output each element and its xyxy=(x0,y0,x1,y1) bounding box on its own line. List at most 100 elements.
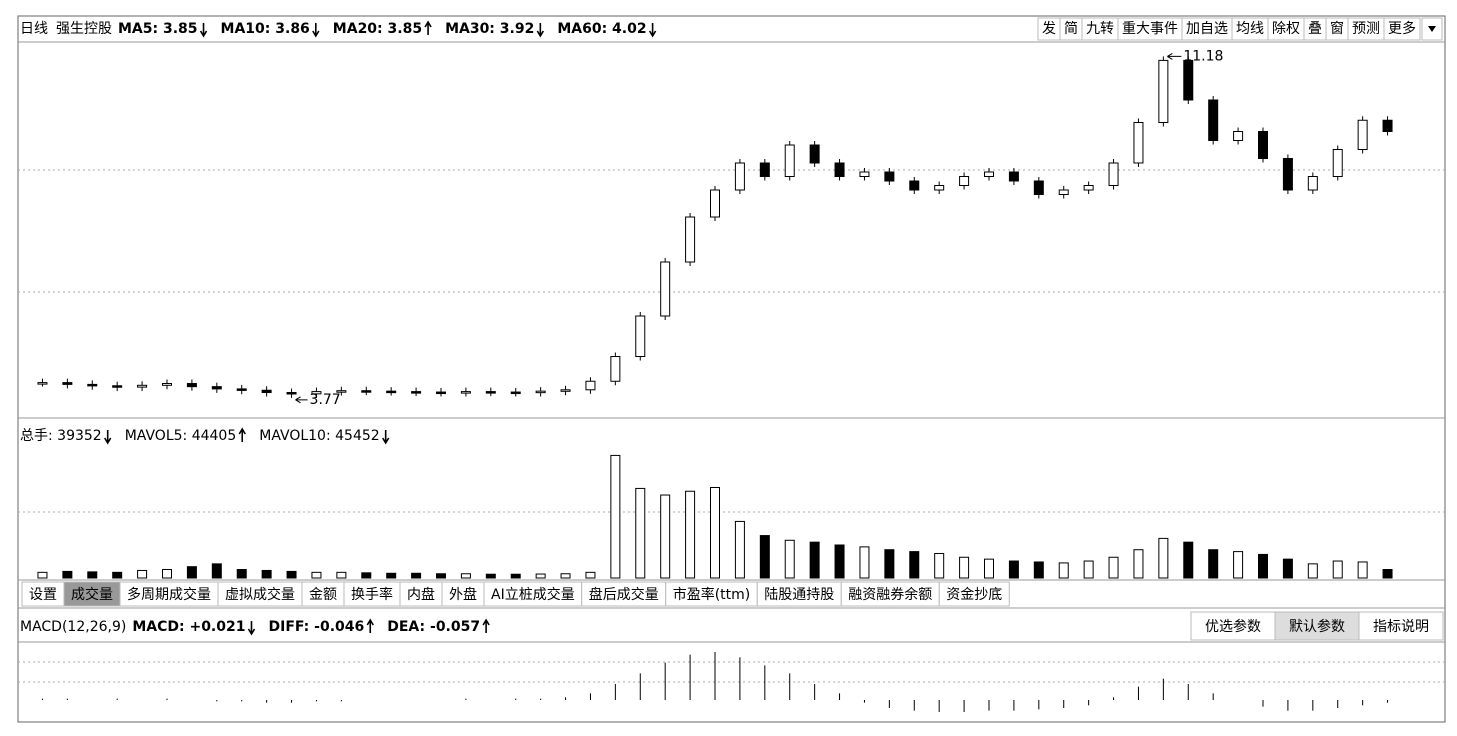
tab[interactable] xyxy=(63,581,121,607)
candle xyxy=(1357,119,1368,150)
volume-bar xyxy=(311,571,322,579)
volume-bar xyxy=(1108,556,1119,579)
volume-bar xyxy=(834,544,845,579)
candle xyxy=(510,391,521,395)
volume-bar xyxy=(460,573,471,579)
volume-bar xyxy=(685,490,696,579)
trend-arrow xyxy=(238,427,246,442)
toolbar-button-label: 窗 xyxy=(1330,20,1344,37)
tab[interactable] xyxy=(441,581,485,607)
volume-bar xyxy=(211,563,222,579)
candle xyxy=(1307,176,1318,191)
tab-label: 金额 xyxy=(309,587,337,603)
candle xyxy=(834,162,845,177)
tab[interactable] xyxy=(665,581,758,607)
volume-bar xyxy=(186,566,197,579)
volume-bar xyxy=(1083,560,1094,579)
candle xyxy=(286,392,297,395)
tab-label: 外盘 xyxy=(449,586,477,603)
volume-bar xyxy=(1282,558,1293,579)
param-button-label: 指标说明 xyxy=(1373,619,1429,635)
tab[interactable] xyxy=(119,581,219,607)
volume-bar xyxy=(759,535,770,579)
candle xyxy=(436,391,446,395)
tab[interactable] xyxy=(399,581,443,607)
volume-bar xyxy=(336,571,347,579)
indicator-value: MA5: 3.85 xyxy=(118,21,198,37)
toolbar-button-label: 均线 xyxy=(1236,21,1264,37)
toolbar-button-label: 简 xyxy=(1064,20,1078,37)
volume-bar xyxy=(635,487,646,579)
param-button-label: 默认参数 xyxy=(1289,618,1345,635)
candle xyxy=(909,180,920,191)
volume-bar xyxy=(1008,560,1019,579)
candle xyxy=(984,171,994,177)
candle xyxy=(485,391,496,394)
volume-bar xyxy=(535,573,546,579)
dropdown-icon xyxy=(1428,26,1436,32)
candle xyxy=(1208,99,1219,141)
tab-label: 设置 xyxy=(29,587,57,603)
candle xyxy=(261,389,272,393)
candle xyxy=(1282,158,1293,191)
volume-bar xyxy=(934,552,945,579)
candle xyxy=(162,383,172,386)
tab[interactable] xyxy=(343,581,401,607)
tab[interactable] xyxy=(756,581,842,607)
volume-bar xyxy=(660,494,671,579)
volume-bar xyxy=(261,569,272,579)
volume-bar xyxy=(734,520,745,579)
volume-bar xyxy=(87,571,98,579)
tab[interactable] xyxy=(217,581,303,607)
trend-arrow xyxy=(482,618,490,633)
volume-bar xyxy=(1058,562,1069,579)
tab-label: 多周期成交量 xyxy=(127,586,211,603)
volume-bar xyxy=(610,454,621,579)
candle xyxy=(635,315,646,357)
volume-bar xyxy=(137,569,148,579)
candle xyxy=(1033,180,1044,195)
candle xyxy=(112,385,123,388)
candle xyxy=(809,144,820,164)
candle xyxy=(784,144,795,177)
trend-arrow xyxy=(424,20,432,35)
high-pointer xyxy=(1167,52,1182,60)
indicator-value: DEA: -0.057 xyxy=(387,619,480,635)
tab[interactable] xyxy=(840,581,940,607)
toolbar-button[interactable] xyxy=(1383,17,1421,41)
trend-arrow xyxy=(366,618,374,633)
candle xyxy=(685,216,696,263)
tab[interactable] xyxy=(301,581,345,607)
tab[interactable] xyxy=(938,581,1010,607)
candle xyxy=(87,383,98,387)
param-button[interactable] xyxy=(1190,611,1276,641)
tab-label: 虚拟成交量 xyxy=(225,586,295,603)
candle xyxy=(1158,59,1169,123)
period: 日线 xyxy=(20,21,48,37)
trend-arrow xyxy=(312,23,320,38)
volume-bar xyxy=(286,570,297,579)
candle xyxy=(759,162,770,177)
candle xyxy=(1183,59,1194,101)
candle xyxy=(884,171,895,182)
trend-arrow xyxy=(381,430,390,445)
indicator-value: MA20: 3.85 xyxy=(333,21,422,37)
tab[interactable] xyxy=(483,581,583,607)
candle xyxy=(62,382,73,385)
param-button[interactable] xyxy=(1358,611,1444,641)
volume-bar xyxy=(510,573,521,579)
volume-bar xyxy=(436,573,446,579)
volume-bar xyxy=(62,570,73,579)
volume-bar xyxy=(1233,551,1244,579)
toolbar-button-label: 九转 xyxy=(1086,21,1114,37)
volume-bar xyxy=(784,539,795,579)
toolbar-button-label: 加自选 xyxy=(1186,21,1228,37)
volume-bar xyxy=(1133,549,1144,579)
candle xyxy=(236,388,247,391)
tab[interactable] xyxy=(581,581,667,607)
tab[interactable] xyxy=(21,581,65,607)
volume-bar xyxy=(884,549,895,579)
volume-bar xyxy=(386,572,397,579)
candle xyxy=(710,189,720,218)
